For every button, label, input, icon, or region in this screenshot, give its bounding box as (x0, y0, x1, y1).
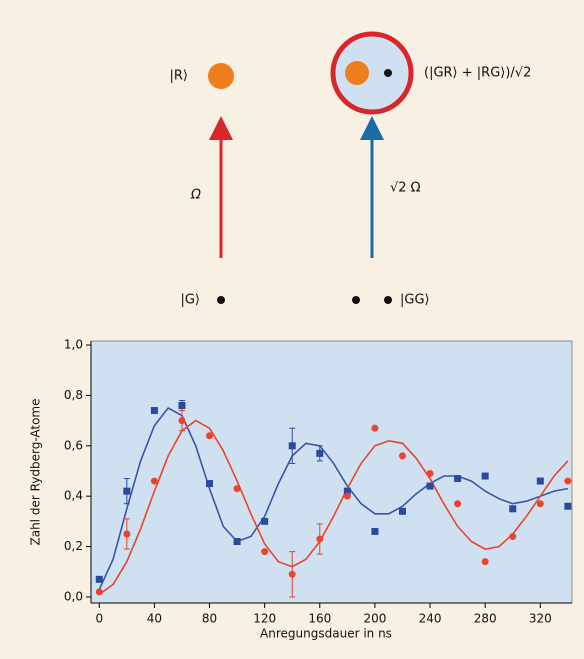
label: |GG⟩ (400, 293, 430, 308)
data-point (564, 503, 571, 510)
data-point (482, 473, 489, 480)
data-point (261, 548, 268, 555)
data-point (371, 425, 378, 432)
data-point (289, 571, 296, 578)
data-point (206, 432, 213, 439)
data-point (261, 518, 268, 525)
excited-atom (345, 61, 369, 85)
excited-atom (208, 63, 234, 89)
x-tick-label: 280 (474, 612, 497, 626)
data-point (96, 588, 103, 595)
x-tick-label: 80 (202, 612, 217, 626)
data-point (123, 530, 130, 537)
y-tick-label: 0,2 (64, 539, 83, 553)
x-tick-label: 120 (253, 612, 276, 626)
x-tick-label: 40 (147, 612, 162, 626)
label: Ω (190, 188, 201, 203)
x-tick-label: 160 (308, 612, 331, 626)
x-tick-label: 240 (419, 612, 442, 626)
y-tick-label: 0,0 (64, 589, 83, 603)
ground-atom (384, 296, 392, 304)
x-tick-label: 0 (95, 612, 103, 626)
data-point (123, 488, 130, 495)
data-point (289, 442, 296, 449)
data-point (399, 508, 406, 515)
y-axis-label: Zahl der Rydberg-Atome (29, 399, 43, 546)
ground-atom (384, 69, 392, 77)
data-point (537, 478, 544, 485)
x-axis-label: Anregungsdauer in ns (260, 627, 392, 641)
label: |R⟩ (170, 69, 188, 84)
x-tick-label: 200 (363, 612, 386, 626)
data-point (482, 558, 489, 565)
y-tick-label: 0,4 (64, 489, 83, 503)
data-point (454, 475, 461, 482)
data-point (371, 528, 378, 535)
data-point (178, 402, 185, 409)
label: (|GR⟩ + |RG⟩)/√2 (424, 66, 531, 81)
y-tick-label: 0,8 (64, 388, 83, 402)
data-point (427, 470, 434, 477)
data-point (537, 500, 544, 507)
page: |R⟩ Ω |G⟩ (|GR⟩ + |RG⟩)/√2 √2 Ω |GG⟩ 0,0… (0, 0, 584, 659)
data-point (454, 500, 461, 507)
ground-atom (352, 296, 360, 304)
data-point (344, 493, 351, 500)
data-point (427, 483, 434, 490)
label: |G⟩ (180, 293, 200, 308)
data-point (206, 480, 213, 487)
ground-atom (217, 296, 225, 304)
figure: |R⟩ Ω |G⟩ (|GR⟩ + |RG⟩)/√2 √2 Ω |GG⟩ 0,0… (0, 0, 584, 659)
data-point (96, 576, 103, 583)
data-point (564, 478, 571, 485)
data-point (316, 536, 323, 543)
data-point (399, 452, 406, 459)
data-point (151, 407, 158, 414)
data-point (151, 478, 158, 485)
label: √2 Ω (390, 181, 421, 196)
y-tick-label: 0,6 (64, 438, 83, 452)
x-tick-label: 320 (529, 612, 552, 626)
plot-area (91, 341, 572, 603)
blockade-sphere (333, 34, 411, 112)
data-point (316, 450, 323, 457)
data-point (178, 417, 185, 424)
data-point (234, 538, 241, 545)
data-point (509, 533, 516, 540)
data-point (234, 485, 241, 492)
chart: 0,0 0,2 0,4 0,6 0,8 1,0 0 40 80 120 160 200 240 280 32… (64, 338, 572, 626)
data-point (509, 505, 516, 512)
y-tick-label: 1,0 (64, 338, 83, 352)
